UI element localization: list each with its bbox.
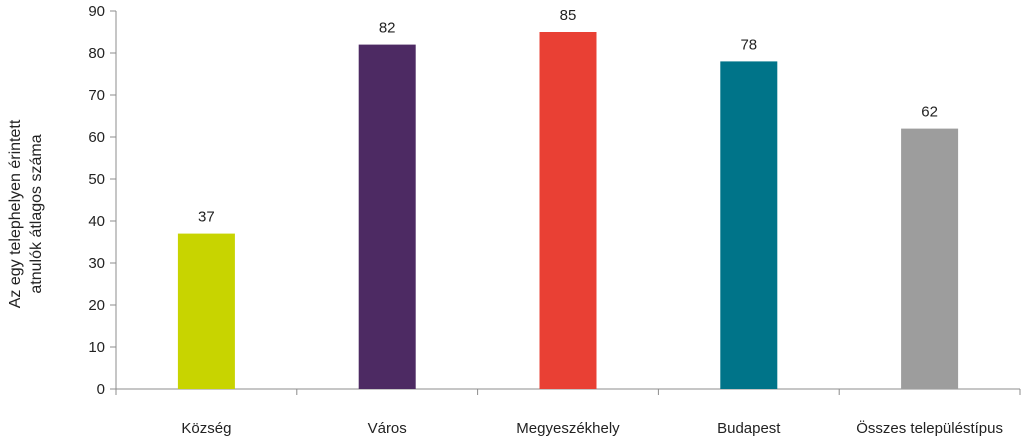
category-label: Város xyxy=(368,420,407,437)
y-axis-title: Az egy telephelyen érintett atnulók átla… xyxy=(7,119,45,308)
bar xyxy=(539,32,597,389)
x-axis xyxy=(115,388,1021,395)
y-tick-label: 20 xyxy=(88,297,105,314)
bar xyxy=(901,128,959,389)
bars-group xyxy=(177,32,959,390)
data-labels-group: 37 82 85 78 62 xyxy=(198,7,938,226)
category-label: Összes településtípus xyxy=(856,419,1003,437)
y-axis: 0 10 20 30 40 50 60 70 80 90 xyxy=(88,3,117,398)
bar xyxy=(358,44,416,389)
bar xyxy=(720,61,778,390)
category-label: Község xyxy=(181,420,231,437)
y-tick-label: 60 xyxy=(88,129,105,146)
y-axis-title-line-1: Az egy telephelyen érintett xyxy=(7,119,24,308)
data-label: 37 xyxy=(198,209,215,226)
category-label: Budapest xyxy=(717,420,781,437)
category-labels-group: Község Város Megyeszékhely Budapest Összes t… xyxy=(181,419,1003,437)
y-tick-label: 30 xyxy=(88,255,105,272)
data-label: 78 xyxy=(740,36,757,53)
y-tick-label: 80 xyxy=(88,45,105,62)
bar xyxy=(177,233,235,389)
y-tick-label: 10 xyxy=(88,339,105,356)
y-tick-label: 40 xyxy=(88,213,105,230)
y-tick-label: 0 xyxy=(97,381,105,398)
y-tick-label: 90 xyxy=(88,3,105,20)
data-label: 85 xyxy=(560,7,577,24)
y-tick-label: 50 xyxy=(88,171,105,188)
y-axis-title-line-2: atnulók átlagos száma xyxy=(28,134,45,293)
data-label: 62 xyxy=(921,104,938,121)
category-label: Megyeszékhely xyxy=(516,420,620,437)
data-label: 82 xyxy=(379,20,396,37)
y-tick-label: 70 xyxy=(88,87,105,104)
